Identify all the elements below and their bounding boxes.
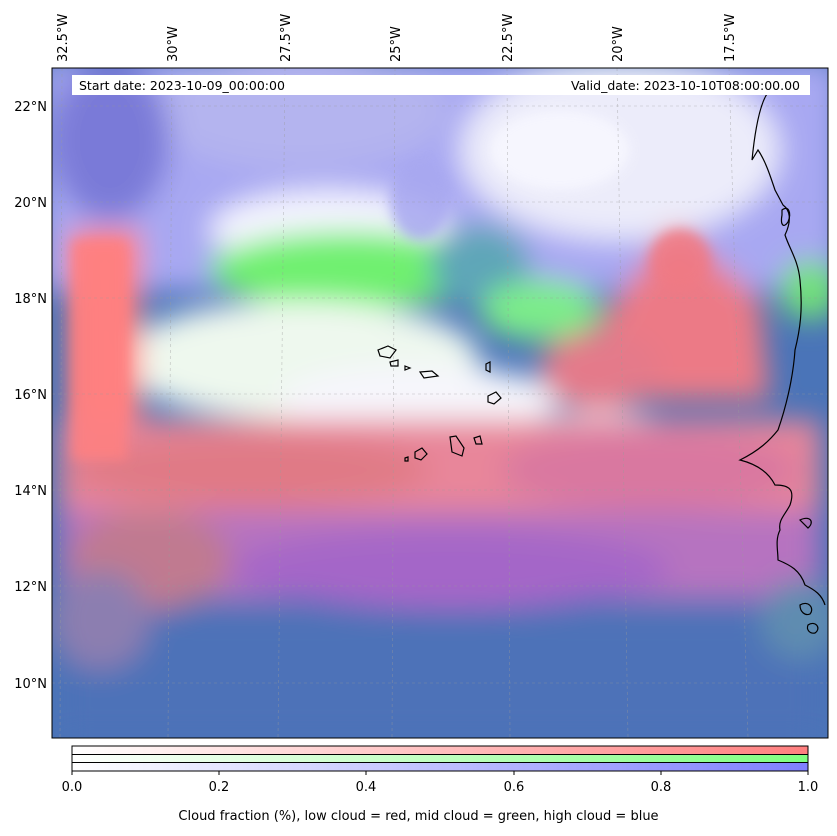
lon-label: 22.5°W bbox=[501, 14, 516, 62]
lon-label: 30°W bbox=[166, 26, 181, 62]
colorbar-mid bbox=[72, 755, 808, 762]
lat-label: 18°N bbox=[14, 292, 47, 307]
colorbar: 0.0 0.2 0.4 0.6 0.8 1.0 bbox=[62, 745, 819, 795]
colorbar-caption: Cloud fraction (%), low cloud = red, mid… bbox=[178, 809, 659, 824]
map-frame bbox=[51, 67, 829, 739]
colorbar-tick: 0.6 bbox=[504, 780, 525, 795]
colorbar-tick: 1.0 bbox=[798, 780, 819, 795]
colorbar-tick: 0.8 bbox=[651, 780, 672, 795]
lon-label: 32.5°W bbox=[56, 14, 71, 62]
info-banner bbox=[72, 75, 810, 95]
lat-label: 20°N bbox=[14, 196, 47, 211]
colorbar-tick: 0.2 bbox=[209, 780, 230, 795]
coastline bbox=[738, 89, 826, 606]
colorbar-tick: 0.0 bbox=[62, 780, 83, 795]
longitude-labels: 32.5°W 30°W 27.5°W 25°W 22.5°W 20°W 17.5… bbox=[56, 14, 738, 62]
cloud-field: Start date: 2023-10-09_00:00:00 Valid_da… bbox=[52, 68, 828, 738]
grid-lines bbox=[52, 68, 828, 738]
valid-date-label: Valid_date: 2023-10-10T08:00:00.00 bbox=[571, 78, 800, 93]
lat-label: 16°N bbox=[14, 388, 47, 403]
lon-label: 27.5°W bbox=[279, 14, 294, 62]
lat-label: 10°N bbox=[14, 677, 47, 692]
lat-label: 12°N bbox=[14, 580, 47, 595]
lon-label: 25°W bbox=[389, 26, 404, 62]
start-date-label: Start date: 2023-10-09_00:00:00 bbox=[79, 78, 285, 93]
colorbar-high bbox=[72, 763, 808, 771]
colorbar-tick: 0.4 bbox=[356, 780, 377, 795]
lat-label: 14°N bbox=[14, 484, 47, 499]
latitude-labels: 22°N 20°N 18°N 16°N 14°N 12°N 10°N bbox=[14, 100, 47, 692]
colorbar-low bbox=[72, 746, 808, 754]
lon-label: 20°W bbox=[611, 26, 626, 62]
lat-label: 22°N bbox=[14, 100, 47, 115]
lon-label: 17.5°W bbox=[723, 14, 738, 62]
cape-verde-islands bbox=[377, 345, 502, 462]
